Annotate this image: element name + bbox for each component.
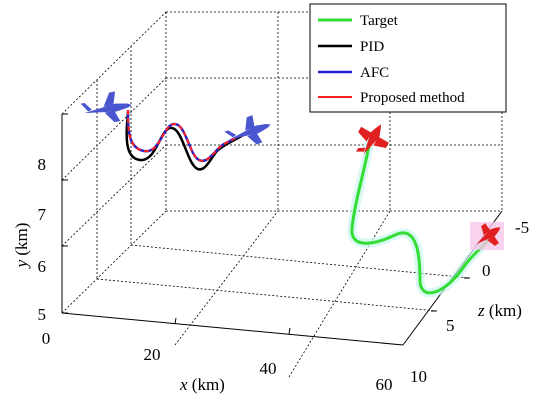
series-line-proposed-method xyxy=(127,109,249,162)
y-tick-label: 7 xyxy=(38,205,47,224)
z-tick-label: -5 xyxy=(515,218,529,237)
legend-item-afc: AFC xyxy=(318,65,389,81)
legend-label: Proposed method xyxy=(360,90,465,106)
z-axis-label: z (km) xyxy=(477,301,522,320)
x-tick-label: 40 xyxy=(260,359,277,378)
x-tick-labels: 0 20 40 60 xyxy=(42,329,393,394)
floor-grid xyxy=(61,210,502,378)
aircraft-icon xyxy=(80,91,132,123)
aircraft-icon xyxy=(224,115,271,145)
y-tick-label: 8 xyxy=(38,155,47,174)
x-tick-label: 20 xyxy=(144,345,161,364)
z-tick-label: 0 xyxy=(482,261,491,280)
aircraft-icon xyxy=(356,124,389,154)
y-tick-labels: 8 7 6 5 xyxy=(38,155,47,324)
trajectories xyxy=(125,109,495,298)
legend-item-target: Target xyxy=(318,13,399,29)
x-tick-label: 0 xyxy=(42,329,51,348)
legend-label: Target xyxy=(360,13,399,29)
legend-label: AFC xyxy=(360,65,389,81)
aircraft-icon xyxy=(476,223,501,246)
legend: Target PID AFC Proposed method xyxy=(309,3,507,113)
x-tick-label: 60 xyxy=(376,375,393,394)
left-wall-grid xyxy=(61,11,167,279)
legend-item-proposed-method: Proposed method xyxy=(318,90,465,106)
legend-box xyxy=(309,3,507,113)
series-line-target xyxy=(350,139,492,295)
aircraft-markers xyxy=(80,91,504,250)
legend-label: PID xyxy=(360,39,384,55)
z-tick-label: 10 xyxy=(410,367,427,386)
x-axis-label: x (km) xyxy=(179,375,225,394)
legend-item-pid: PID xyxy=(318,39,384,55)
z-tick-labels: -5 0 5 10 xyxy=(410,218,529,386)
z-tick-label: 5 xyxy=(446,316,455,335)
y-tick-label: 5 xyxy=(38,305,47,324)
y-axis-label: y (km) xyxy=(12,223,31,270)
y-tick-label: 6 xyxy=(38,257,47,276)
